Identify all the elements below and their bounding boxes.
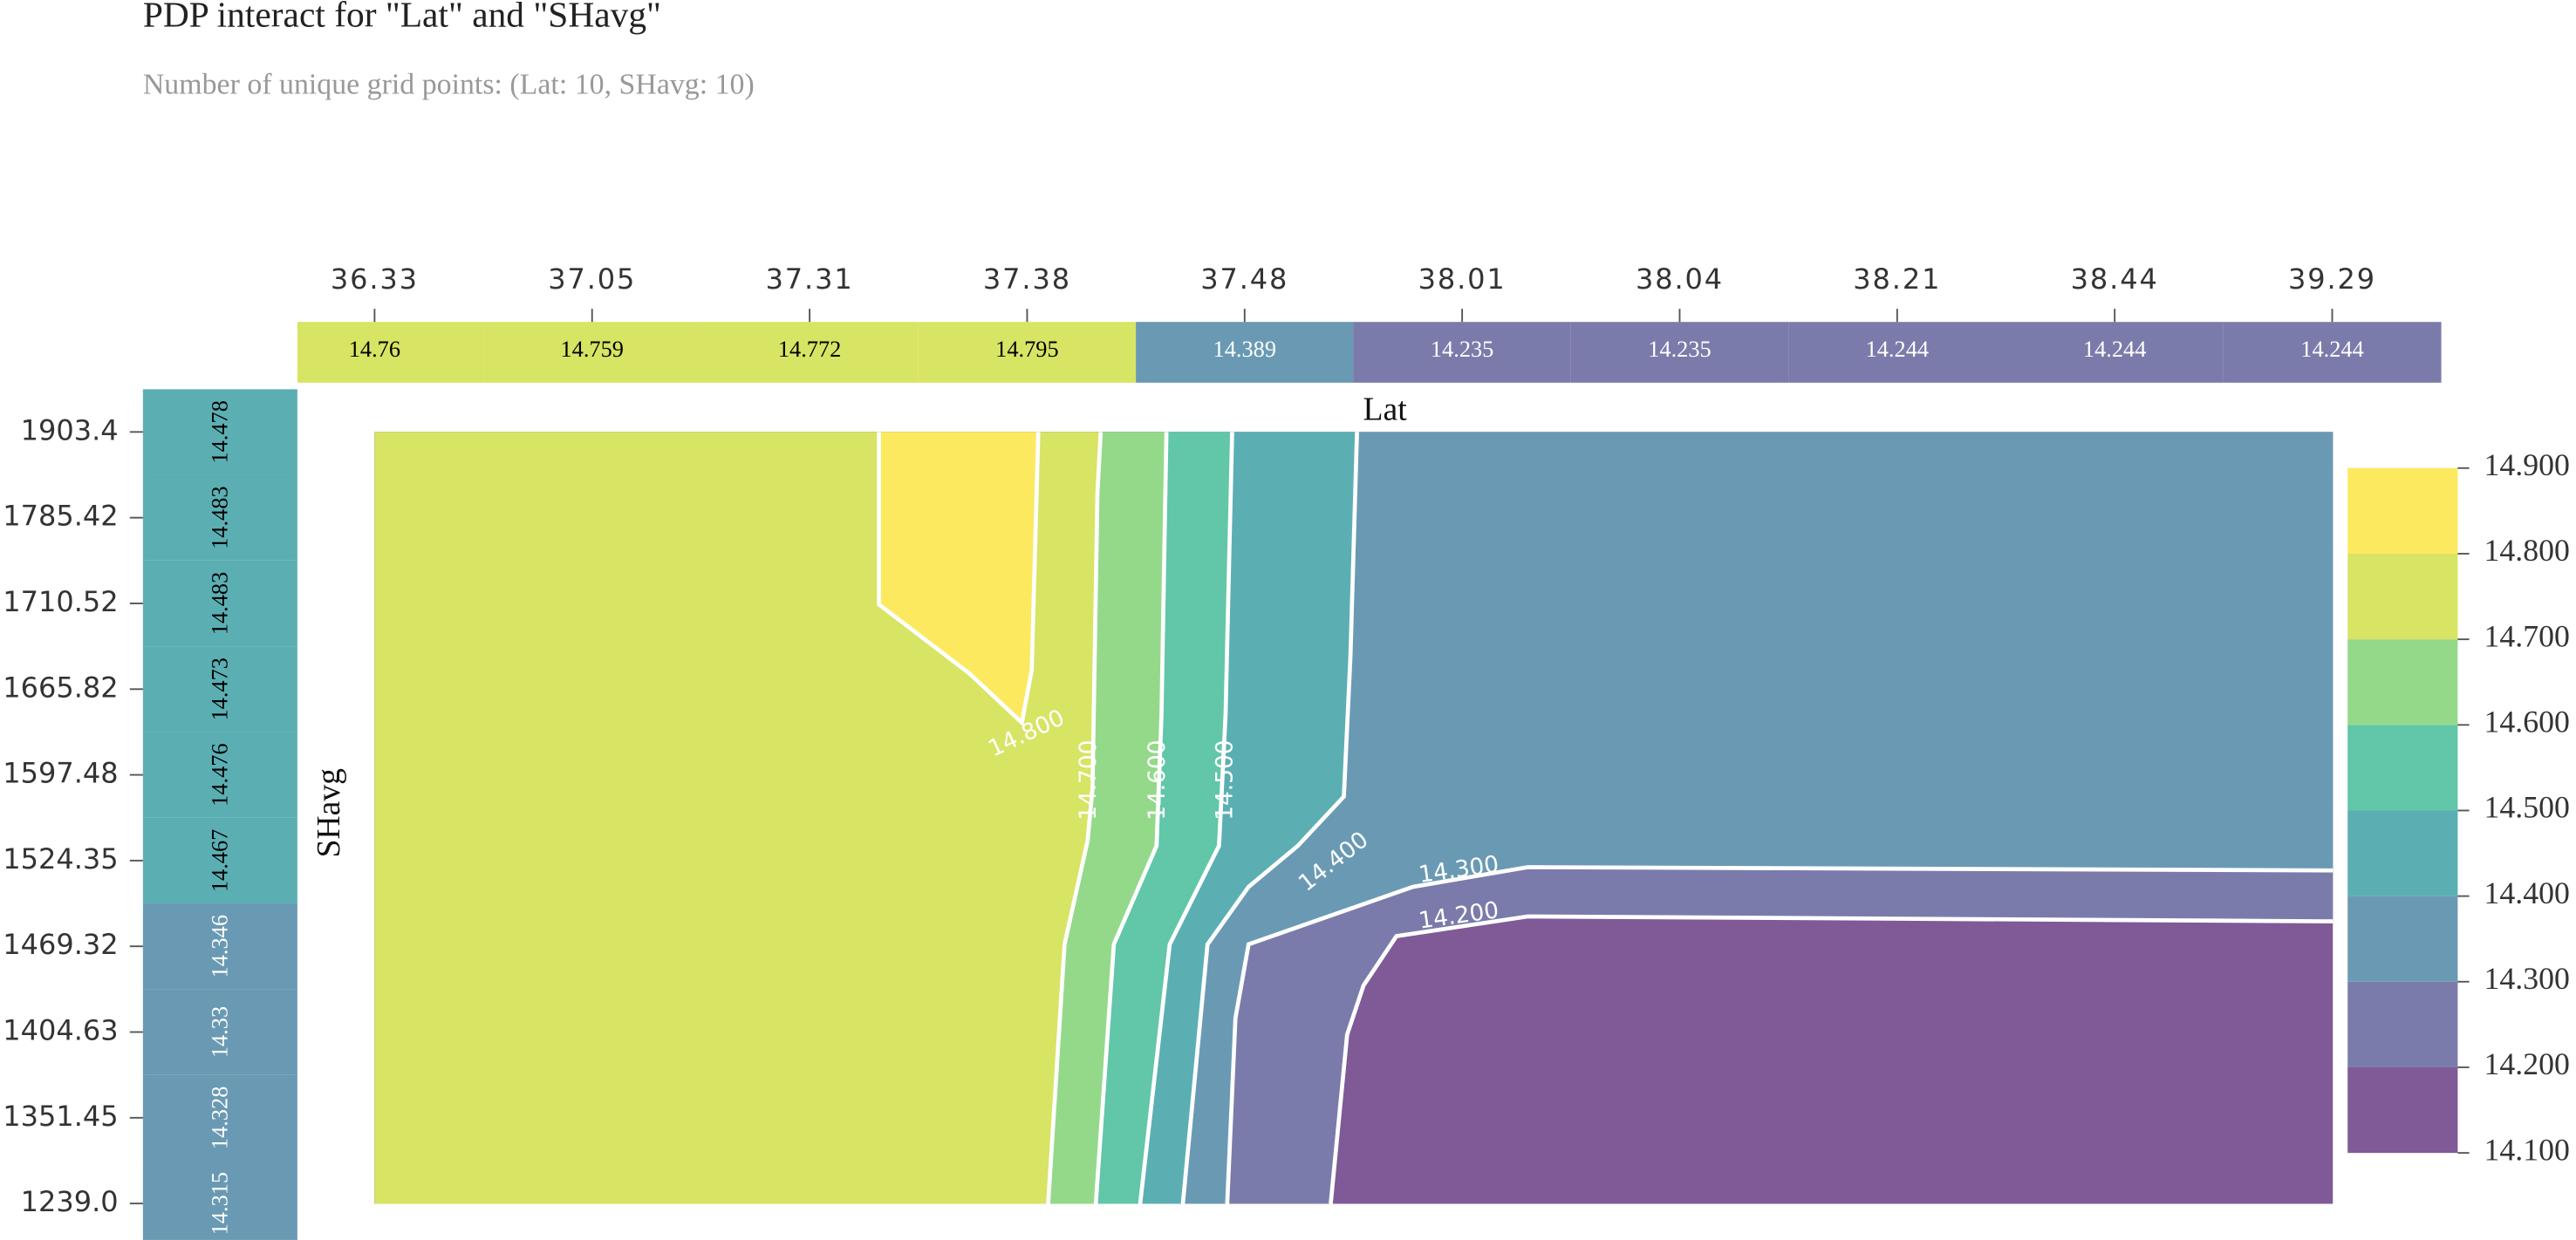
colorbar-band: [2347, 639, 2458, 726]
contour-line: [1093, 432, 1169, 1204]
colorbar-tick-label: 14.400: [2484, 875, 2570, 910]
colorbar-tick-label: 14.700: [2484, 618, 2570, 653]
y-strip-value: 14.478: [207, 400, 232, 464]
x-strip-value: 14.389: [1213, 337, 1277, 362]
colorbar-tick-label: 14.900: [2484, 447, 2570, 482]
x-tick-label: 39.29: [2288, 262, 2376, 296]
y-tick-label: 1239.0: [21, 1185, 119, 1218]
colorbar-band: [2347, 896, 2458, 982]
x-strip-cell: [918, 322, 1137, 383]
y-tick-label: 1524.35: [3, 842, 118, 875]
x-tick-label: 36.33: [331, 262, 419, 296]
y-strip-cell: [142, 1160, 297, 1240]
x-tick-label: 38.21: [1853, 262, 1941, 296]
y-strip-cell: [142, 389, 297, 475]
x-strip-value: 14.759: [560, 337, 624, 362]
colorbar-band: [2347, 981, 2458, 1067]
contour-label: 14.500: [1212, 740, 1238, 821]
contour-line: [1225, 865, 2333, 1204]
contour-line: [1138, 432, 1234, 1204]
chart-subtitle: Number of unique grid points: (Lat: 10, …: [143, 69, 755, 101]
y-strip-value: 14.315: [207, 1172, 232, 1236]
x-tick-label: 37.31: [766, 262, 854, 296]
y-tick-label: 1404.63: [3, 1014, 118, 1047]
x-strip-cell: [2005, 322, 2224, 383]
colorbar-band: [2347, 467, 2458, 554]
x-strip-cell: [483, 322, 701, 383]
colorbar-tick-label: 14.100: [2484, 1132, 2570, 1167]
y-strip-cell: [142, 560, 297, 647]
y-strip-value: 14.346: [207, 915, 232, 978]
y-tick-label: 1710.52: [3, 585, 118, 618]
y-strip-value: 14.483: [207, 572, 232, 636]
x-strip-cell: [1353, 322, 1571, 383]
y-strip-cell: [142, 903, 297, 990]
y-strip-value: 14.476: [207, 743, 232, 807]
x-tick-label: 37.05: [548, 262, 636, 296]
contour-region: [878, 432, 1039, 723]
colorbar-tick-label: 14.300: [2484, 961, 2570, 996]
contour-line: [1046, 432, 1104, 1204]
colorbar-tick-label: 14.800: [2484, 533, 2570, 568]
y-strip-cell: [142, 646, 297, 732]
colorbar-band: [2347, 553, 2458, 640]
x-strip-value: 14.795: [995, 337, 1059, 362]
x-axis-label: Lat: [1363, 391, 1408, 427]
colorbar-tick-label: 14.200: [2484, 1046, 2570, 1081]
colorbar-band: [2347, 1066, 2458, 1154]
x-strip-value: 14.244: [2083, 337, 2147, 362]
y-strip-value: 14.467: [207, 829, 232, 893]
y-strip-value: 14.483: [207, 486, 232, 549]
y-strip-value: 14.33: [207, 1006, 232, 1058]
x-strip-value: 14.772: [778, 337, 841, 362]
x-strip-value: 14.235: [1648, 337, 1712, 362]
contour-line: [877, 432, 1041, 727]
x-tick-label: 37.48: [1200, 262, 1288, 296]
x-tick-label: 38.44: [2071, 262, 2159, 296]
x-tick-label: 38.04: [1636, 262, 1724, 296]
x-strip-cell: [2223, 322, 2442, 383]
chart-title: PDP interact for "Lat" and "SHavg": [143, 0, 661, 34]
x-strip-cell: [700, 322, 919, 383]
y-strip-cell: [142, 732, 297, 818]
contour-label: 14.700: [1076, 740, 1102, 821]
colorbar-tick-label: 14.600: [2484, 705, 2570, 739]
y-strip-cell: [142, 989, 297, 1075]
colorbar-band: [2347, 725, 2458, 811]
x-strip-cell: [1570, 322, 1789, 383]
y-tick-label: 1665.82: [3, 671, 118, 704]
y-tick-label: 1351.45: [3, 1100, 118, 1133]
x-strip-cell: [297, 322, 484, 383]
y-strip-cell: [142, 817, 297, 904]
contour-line: [1180, 432, 1359, 1204]
colorbar-tick-label: 14.500: [2484, 790, 2570, 825]
y-strip-cell: [142, 1074, 297, 1161]
y-axis-label: SHavg: [311, 768, 347, 858]
contour-line: [1329, 914, 2333, 1204]
y-tick-label: 1785.42: [3, 500, 118, 533]
y-strip-value: 14.328: [207, 1087, 232, 1150]
y-tick-label: 1597.48: [3, 757, 118, 790]
colorbar-band: [2347, 810, 2458, 896]
contour-label: 14.600: [1145, 740, 1171, 821]
y-strip-value: 14.473: [207, 657, 232, 721]
x-strip-value: 14.244: [2300, 337, 2364, 362]
x-strip-value: 14.244: [1866, 337, 1930, 362]
x-tick-label: 38.01: [1418, 262, 1507, 296]
x-strip-value: 14.76: [349, 337, 400, 362]
x-strip-cell: [1788, 322, 2006, 383]
x-strip-value: 14.235: [1431, 337, 1494, 362]
y-tick-label: 1469.32: [3, 928, 118, 961]
y-tick-label: 1903.4: [21, 413, 119, 446]
x-strip-cell: [1136, 322, 1354, 383]
x-tick-label: 37.38: [983, 262, 1071, 296]
y-strip-cell: [142, 474, 297, 561]
